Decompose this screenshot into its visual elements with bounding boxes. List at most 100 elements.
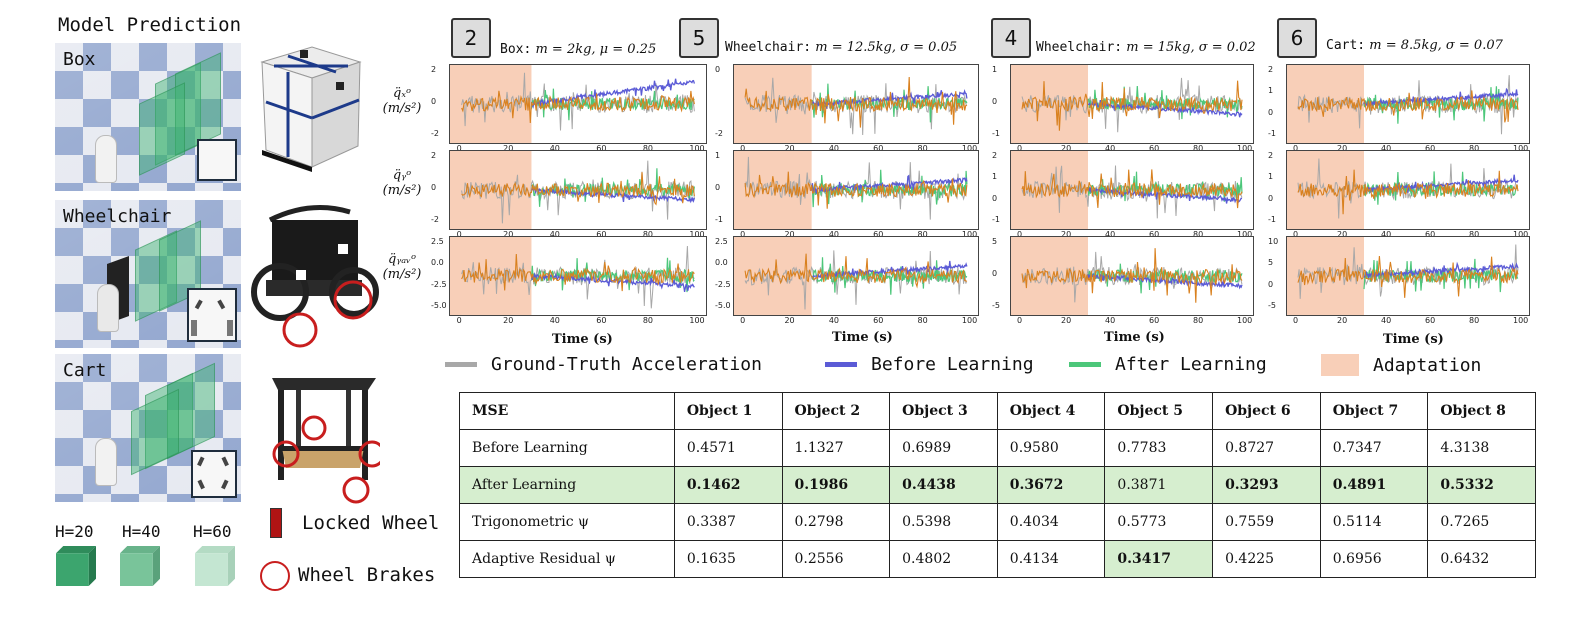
x-tick-label: 20 xyxy=(1337,230,1348,239)
x-tick-label: 100 xyxy=(689,144,705,153)
adaptation-line xyxy=(744,171,968,209)
panel-tag-2: 5 xyxy=(679,18,719,58)
table-cell: 0.3672 xyxy=(996,466,1106,504)
table-cell: 4.3138 xyxy=(1427,429,1536,467)
scene-label-wheelchair: Wheelchair xyxy=(63,206,172,227)
x-tick-label: 100 xyxy=(961,144,978,153)
y-tick-label: -5.0 xyxy=(431,301,447,310)
table-cell: 0.3871 xyxy=(1104,466,1214,504)
x-tick-label: 0 xyxy=(456,144,462,153)
y-tick-label: 0 xyxy=(992,269,998,278)
table-cell: 0.2798 xyxy=(781,503,891,541)
x-tick-label: 40 xyxy=(1381,316,1392,325)
plot-panel xyxy=(1010,236,1254,316)
x-tick-label: 100 xyxy=(1237,144,1253,153)
x-tick-label: 20 xyxy=(1061,230,1072,239)
table-cell: 0.3387 xyxy=(673,503,783,541)
x-tick-label: 60 xyxy=(873,230,884,239)
x-tick-label: 80 xyxy=(1193,316,1204,325)
y-tick-label: 2 xyxy=(1268,151,1274,160)
adaptation-line xyxy=(1297,169,1519,215)
y-tick-label: -2 xyxy=(431,215,439,224)
table-cell: 0.3293 xyxy=(1212,466,1321,504)
x-tick-label: 40 xyxy=(828,316,839,325)
x-tick-label: 0 xyxy=(456,316,462,325)
table-header-cell: Object 8 xyxy=(1427,392,1536,430)
y-tick-label: 0 xyxy=(715,65,721,74)
table-cell: 0.6432 xyxy=(1427,540,1536,578)
plot-panel xyxy=(1286,64,1530,144)
x-tick-label: 80 xyxy=(1193,144,1204,153)
box-inset xyxy=(197,139,237,181)
x-tick-label: 80 xyxy=(1469,230,1480,239)
after-learning-line xyxy=(1363,86,1519,124)
panel-title-3: Wheelchair: m = 15kg, σ = 0.02 xyxy=(1036,40,1256,55)
y-tick-label: 1 xyxy=(1268,86,1274,96)
x-tick-label: 60 xyxy=(873,144,884,153)
x-tick-label: 0 xyxy=(1017,316,1023,325)
y-tick-label: -2.5 xyxy=(715,279,731,289)
y-tick-label: 10 xyxy=(1268,237,1279,246)
x-tick-label: 100 xyxy=(1237,230,1253,239)
table-cell: 0.4891 xyxy=(1319,466,1429,504)
x-tick-label: 20 xyxy=(503,144,514,153)
y-tick-label: 2.5 xyxy=(431,237,444,246)
wheel-brake-marker xyxy=(282,312,318,348)
x-tick-label: 60 xyxy=(596,230,607,239)
before-learning-line xyxy=(530,271,695,293)
x-axis-label-2: Time (s) xyxy=(832,330,893,345)
y-tick-label: 0 xyxy=(1268,193,1274,203)
x-axis-label-4: Time (s) xyxy=(1383,332,1444,347)
table-cell: 0.7265 xyxy=(1427,503,1536,541)
table-cell: 0.6989 xyxy=(889,429,998,467)
legend-adaptation-swatch xyxy=(1321,354,1359,376)
x-tick-label: 100 xyxy=(689,230,705,239)
table-cell: 0.5773 xyxy=(1104,503,1214,541)
y-tick-label: -5 xyxy=(992,301,1000,310)
table-row-label: Before Learning xyxy=(459,429,675,467)
table-cell: 0.8727 xyxy=(1212,429,1321,467)
x-tick-label: 60 xyxy=(1149,316,1160,325)
table-row-label: After Learning xyxy=(459,466,675,504)
mse-table: MSE Object 1 Object 2 Object 3 Object 4 … xyxy=(459,392,1536,578)
x-tick-label: 100 xyxy=(961,316,978,325)
x-tick-label: 60 xyxy=(1425,230,1436,239)
legend-after-swatch xyxy=(1069,362,1101,367)
table-row: After Learning 0.1462 0.1986 0.4438 0.36… xyxy=(459,466,1536,504)
x-tick-label: 40 xyxy=(549,316,560,325)
table-cell: 0.1462 xyxy=(673,466,783,504)
cart-inset xyxy=(191,450,237,498)
y-tick-label: -5.0 xyxy=(715,301,731,310)
table-cell: 0.7783 xyxy=(1104,429,1214,467)
table-header-row: MSE Object 1 Object 2 Object 3 Object 4 … xyxy=(459,392,1536,430)
row-label-y: q̈ᵧᵒ (m/s²) xyxy=(382,168,422,198)
y-tick-label: 1 xyxy=(1268,172,1274,182)
x-tick-label: 20 xyxy=(503,316,514,325)
table-cell: 0.9580 xyxy=(996,429,1106,467)
scene-label-box: Box xyxy=(63,49,96,70)
x-tick-label: 100 xyxy=(689,316,705,325)
y-tick-label: -1 xyxy=(992,215,1000,224)
row-label-yaw: q̈ᵧₐᵥᵒ (m/s²) xyxy=(382,252,422,282)
x-tick-label: 0 xyxy=(1293,316,1299,325)
table-header-cell: MSE xyxy=(459,392,675,430)
table-row: Adaptive Residual ψ 0.1635 0.2556 0.4802… xyxy=(459,540,1536,578)
table-cell: 0.6956 xyxy=(1319,540,1429,578)
x-tick-label: 60 xyxy=(1425,316,1436,325)
x-tick-label: 0 xyxy=(1017,144,1023,153)
ground-truth-line xyxy=(1297,75,1519,135)
y-tick-label: 2 xyxy=(1268,65,1274,74)
plot-panel xyxy=(449,236,707,316)
cube-h60-icon xyxy=(195,546,235,586)
plot-panel xyxy=(733,150,979,230)
cube-label-h40: H=40 xyxy=(122,522,161,541)
y-tick-label: 0.0 xyxy=(431,258,444,268)
x-tick-label: 60 xyxy=(1425,144,1436,153)
y-tick-label: 0 xyxy=(431,183,437,192)
scene-label-cart: Cart xyxy=(63,360,107,381)
plot-legend: Ground-Truth Acceleration Before Learnin… xyxy=(445,352,1545,380)
adaptation-line xyxy=(461,253,695,292)
x-tick-label: 80 xyxy=(1469,316,1480,325)
x-tick-label: 0 xyxy=(740,144,746,153)
before-learning-line xyxy=(1363,174,1519,194)
